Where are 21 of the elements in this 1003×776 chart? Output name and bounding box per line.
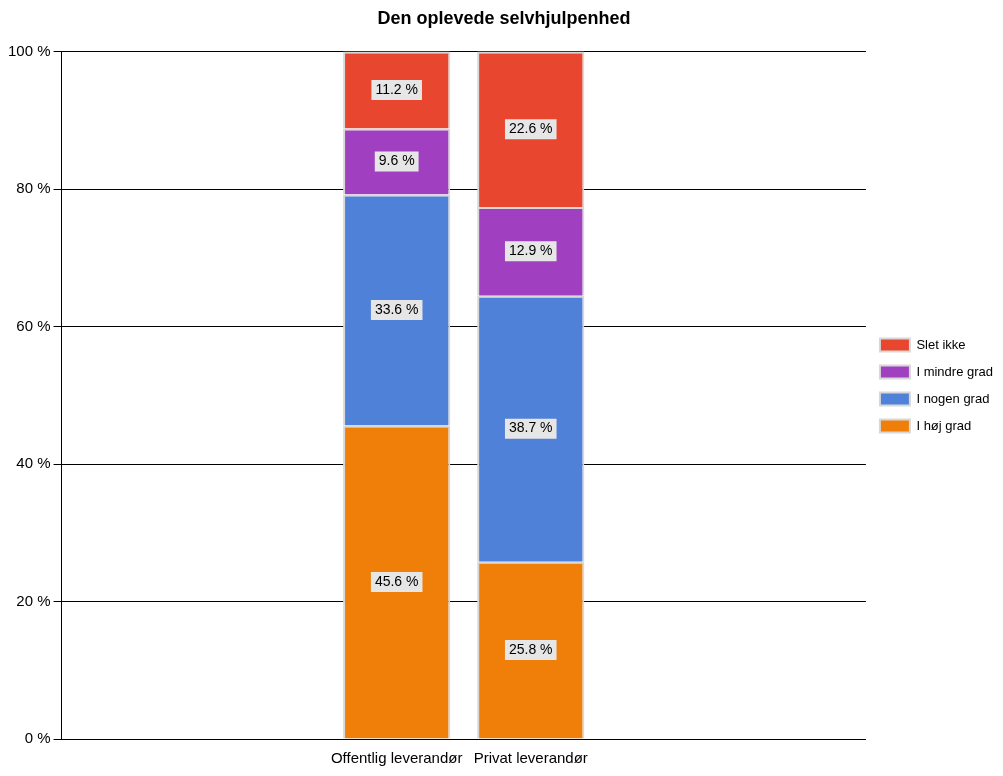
x-tick-label: Privat leverandør bbox=[473, 749, 588, 767]
data-label: 33.6 % bbox=[374, 300, 419, 317]
y-tick-label: 40 % bbox=[16, 454, 51, 472]
y-tick-label: 60 % bbox=[16, 316, 51, 334]
data-label: 22.6 % bbox=[508, 120, 553, 137]
y-tick-label: 0 % bbox=[24, 729, 51, 747]
y-tick-label: 80 % bbox=[16, 179, 51, 197]
chart-title: Den oplevede selvhjulpenhed bbox=[377, 7, 631, 28]
data-label: 38.7 % bbox=[508, 419, 553, 436]
legend-label: I høj grad bbox=[916, 417, 972, 433]
data-label: 9.6 % bbox=[378, 152, 415, 169]
data-label: 12.9 % bbox=[508, 242, 553, 259]
y-tick-label: 20 % bbox=[16, 591, 51, 609]
y-tick-label: 100 % bbox=[7, 41, 51, 59]
legend-label: Slet ikke bbox=[916, 336, 966, 352]
legend-label: I nogen grad bbox=[916, 390, 990, 406]
x-tick-label: Offentlig leverandør bbox=[330, 749, 463, 767]
data-label: 11.2 % bbox=[375, 80, 418, 97]
data-label: 25.8 % bbox=[508, 640, 553, 657]
legend-label: I mindre grad bbox=[916, 363, 993, 379]
data-label: 45.6 % bbox=[374, 572, 419, 589]
